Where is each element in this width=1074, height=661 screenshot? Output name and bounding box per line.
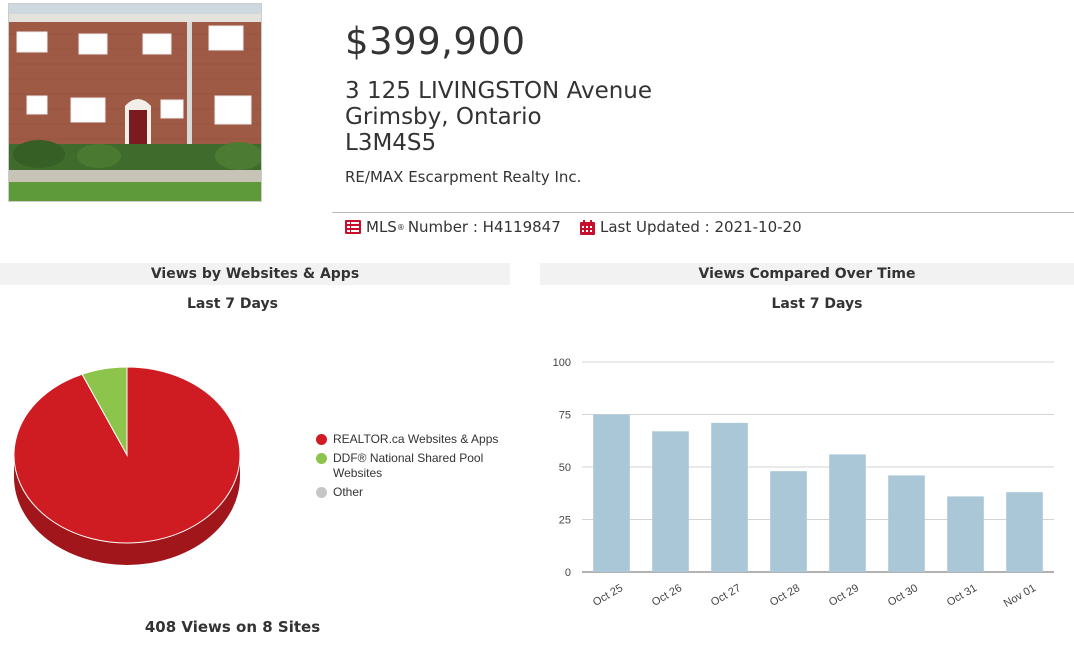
header-divider [332,212,1074,213]
pie-side [14,455,240,565]
calendar-icon [580,219,595,235]
x-tick-label: Oct 25 [591,582,625,609]
bar[interactable] [711,422,748,572]
legend-item[interactable]: DDF® National Shared Pool Websites [316,451,516,481]
address-city: Grimsby, Ontario [345,104,542,130]
bar[interactable] [829,454,866,572]
brokerage-name: RE/MAX Escarpment Realty Inc. [345,168,582,186]
mls-label: MLS [366,218,397,236]
legend-marker [316,453,327,464]
views-by-sites-pie-chart [13,366,241,565]
views-over-time-subtitle: Last 7 Days [771,296,863,312]
y-tick-label: 100 [553,357,571,369]
legend-label: REALTOR.ca Websites & Apps [333,432,499,446]
pie-legend: REALTOR.ca Websites & Apps DDF® National … [316,432,516,504]
y-tick-label: 25 [559,515,571,527]
list-icon [345,220,361,234]
legend-label: DDF® National Shared Pool Websites [333,451,484,480]
pie-slice[interactable] [81,366,128,457]
mls-registered-mark: ® [396,222,405,232]
last-updated-text: Last Updated : 2021-10-20 [600,218,802,236]
bar[interactable] [770,471,807,572]
mls-value: Number : H4119847 [407,218,561,236]
x-tick-label: Oct 27 [709,582,743,609]
bar[interactable] [947,496,984,572]
views-by-sites-title: Views by Websites & Apps [0,263,510,285]
y-tick-label: 75 [559,410,571,422]
x-tick-label: Oct 29 [827,582,861,609]
legend-marker [316,487,327,498]
x-tick-label: Oct 30 [886,582,920,609]
y-tick-label: 0 [565,567,571,579]
legend-marker [316,434,327,445]
x-tick-label: Oct 31 [945,582,979,609]
property-photo[interactable] [8,3,262,202]
legend-item[interactable]: Other [316,485,516,500]
last-updated: Last Updated : 2021-10-20 [580,217,802,237]
views-total: 408 Views on 8 Sites [144,618,321,636]
legend-item[interactable]: REALTOR.ca Websites & Apps [316,432,516,447]
x-tick-label: Oct 28 [768,582,802,609]
listing-price: $399,900 [345,20,526,63]
bar[interactable] [1006,492,1043,572]
x-tick-label: Nov 01 [1002,582,1038,610]
views-over-time-title: Views Compared Over Time [540,263,1074,285]
legend-label: Other [333,485,364,499]
mls-number: MLS ® Number : H4119847 [345,217,561,237]
y-tick-label: 50 [559,462,571,474]
address-postal-code: L3M4S5 [345,130,437,156]
views-over-time-bar-chart: 0 25 50 75 100 Oct 25 Oct 26 Oct 27 Oct 28 Oct 29… [553,357,1054,610]
bar[interactable] [888,475,925,572]
address-street: 3 125 LIVINGSTON Avenue [345,78,653,104]
bar[interactable] [652,431,689,572]
x-tick-label: Oct 26 [650,582,684,609]
views-by-sites-subtitle: Last 7 Days [187,296,278,312]
bar[interactable] [593,414,630,573]
